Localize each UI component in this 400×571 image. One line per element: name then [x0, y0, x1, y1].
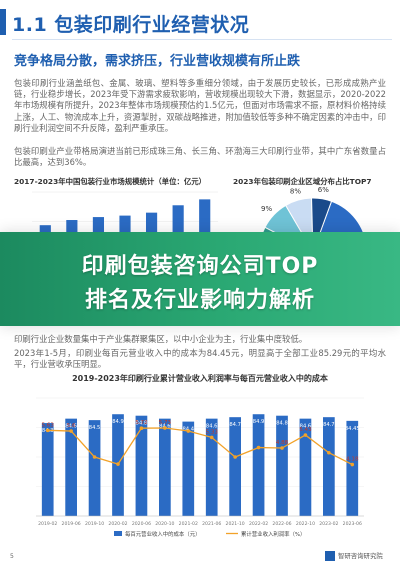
cost-bar [276, 415, 288, 516]
cost-bar [159, 418, 171, 516]
profit-rate-point [209, 435, 214, 440]
publisher-logo-text: 智研咨询研究院 [338, 552, 383, 560]
cost-bar-label: 84.9 [112, 419, 124, 425]
cost-bar [135, 415, 148, 516]
profit-rate-point [45, 428, 50, 433]
promo-banner: 印刷包装咨询公司TOP 排名及行业影响力解析 [0, 232, 400, 326]
profit-rate-label: 5.6 [67, 423, 76, 429]
profit-rate-label: 5.43 [299, 427, 312, 433]
cost-bar-label: 84.45 [345, 426, 360, 432]
profit-rate-point [116, 462, 120, 466]
title-accent-bar [0, 9, 6, 35]
page-number: 5 [10, 553, 14, 560]
legend-swatch-cost [114, 531, 122, 536]
cost-bar-label: 84.6 [65, 424, 77, 430]
x-tick-label: 2019-06 [62, 521, 81, 527]
paragraph-regional-distribution: 包装印刷业产业带格局演进当前已形成珠三角、长三角、环渤海三大印刷行业带，其中广东… [14, 146, 386, 168]
x-tick-label: 2020-02 [108, 521, 127, 527]
profit-rate-point [233, 455, 237, 459]
publisher-logo: 智研咨询研究院 [325, 550, 391, 563]
x-tick-label: 2021-06 [202, 521, 221, 527]
cost-bar [41, 423, 54, 516]
cost-bar [252, 414, 265, 516]
banner-headline-line2: 排名及行业影响力解析 [84, 288, 315, 313]
profit-rate-point [69, 429, 73, 433]
paragraph-industry-overview: 包装印刷行业涵盖纸包、金属、玻璃、塑料等多重细分领域，由于发展历史较长，已形成成… [14, 78, 386, 133]
profit-rate-point [327, 450, 331, 455]
profit-cost-chart-title: 2019-2023年印刷行业累计营业收入利润率与每百元营业收入中的成本 [72, 374, 328, 383]
publisher-logo-icon [325, 551, 335, 561]
x-tick-label: 2020-10 [155, 521, 174, 527]
profit-rate-point [256, 445, 261, 450]
cost-bar [205, 418, 218, 516]
x-tick-label: 2021-02 [179, 521, 198, 527]
x-tick-label: 2023-06 [343, 521, 362, 527]
title-divider [12, 39, 392, 40]
cost-bar [182, 421, 195, 516]
x-tick-label: 2022-10 [296, 521, 315, 527]
profit-rate-point [186, 429, 191, 433]
pie-slice-label: 8% [290, 187, 301, 195]
cost-bar-label: 84.6 [206, 424, 218, 430]
x-tick-label: 2021-10 [226, 521, 245, 527]
x-tick-label: 2023-02 [319, 521, 338, 527]
x-tick-label: 2020-06 [132, 521, 151, 527]
profit-cost-combo-chart: 84.32019-0284.62019-0684.52019-1084.9202… [36, 397, 364, 538]
section-subtitle: 竞争格局分散，需求挤压，行业营收规模有所止跌 [14, 54, 301, 69]
profit-rate-label: 5.73 [159, 420, 172, 426]
profit-rate-label: 5.72 [135, 420, 147, 426]
region-pie-chart-title: 2023年包装印刷企业区域分布占比TOP7 [233, 177, 372, 186]
cost-bar [65, 418, 77, 516]
cost-bar [346, 420, 359, 516]
profit-rate-label: 5.33 [205, 429, 218, 435]
profit-rate-point [139, 426, 144, 431]
legend-label-profit: 累计营业收入利润率（%） [241, 530, 305, 538]
profit-rate-label: 5.63 [41, 422, 54, 428]
pie-slice-label: 9% [261, 205, 272, 213]
cost-bar-label: 84.9 [253, 419, 265, 425]
cost-bar-label: 84.7 [323, 422, 335, 428]
section-header: 1.1 包装印刷行业经营状况 [0, 6, 400, 40]
cost-bar [299, 418, 312, 516]
x-tick-label: 2022-06 [272, 521, 291, 527]
profit-rate-point [92, 455, 97, 459]
legend-label-cost: 每百元营业收入中的成本（元） [125, 530, 200, 538]
pie-slice-label: 6% [318, 186, 329, 194]
x-tick-label: 2019-10 [85, 521, 104, 527]
cost-bar-label: 84.6 [300, 424, 312, 430]
profit-rate-line [47, 427, 353, 466]
cost-bar-label: 84.5 [89, 425, 101, 431]
cost-bar-label: 84.8 [136, 421, 148, 427]
cost-bar [323, 417, 335, 516]
paragraph-industry-concentration: 印刷行业企业数量集中于产业集群聚集区，以中小企业为主，行业集中度较低。 [14, 334, 308, 344]
market-size-chart-title: 2017-2023年中国包装行业市场规模统计（单位：亿元） [14, 177, 207, 186]
profit-rate-point [350, 462, 355, 467]
profit-rate-point [303, 433, 308, 437]
cost-bar-label: 84.8 [276, 421, 288, 427]
profit-rate-label: 4.18 [346, 457, 359, 463]
profit-rate-point [163, 426, 167, 430]
cost-bar-label: 84.7 [229, 422, 241, 428]
page-title: 1.1 包装印刷行业经营状况 [12, 14, 250, 36]
banner-headline-line1: 印刷包装咨询公司TOP [81, 254, 319, 279]
cost-bar [88, 420, 101, 516]
x-tick-label: 2019-02 [38, 521, 57, 527]
x-tick-label: 2022-02 [249, 521, 268, 527]
profit-rate-label: 4.88 [276, 440, 289, 446]
profit-rate-point [280, 446, 284, 450]
cost-bar [229, 417, 241, 516]
paragraph-cost-analysis: 2023年1-5月，印刷业每百元营业收入中的成本为84.45元，明显高于全部工业… [14, 348, 386, 370]
